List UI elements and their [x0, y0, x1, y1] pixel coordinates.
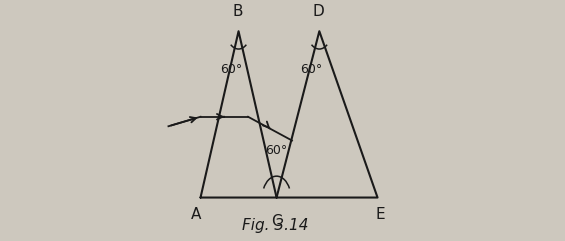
- Text: 60°: 60°: [301, 63, 323, 76]
- Text: 60°: 60°: [220, 63, 242, 76]
- Text: E: E: [376, 207, 385, 222]
- Text: B: B: [233, 4, 244, 19]
- Text: 60°: 60°: [266, 144, 288, 157]
- Text: C: C: [271, 214, 282, 229]
- Text: A: A: [190, 207, 201, 222]
- Text: Fig. 3.14: Fig. 3.14: [242, 218, 308, 233]
- Text: D: D: [313, 4, 325, 19]
